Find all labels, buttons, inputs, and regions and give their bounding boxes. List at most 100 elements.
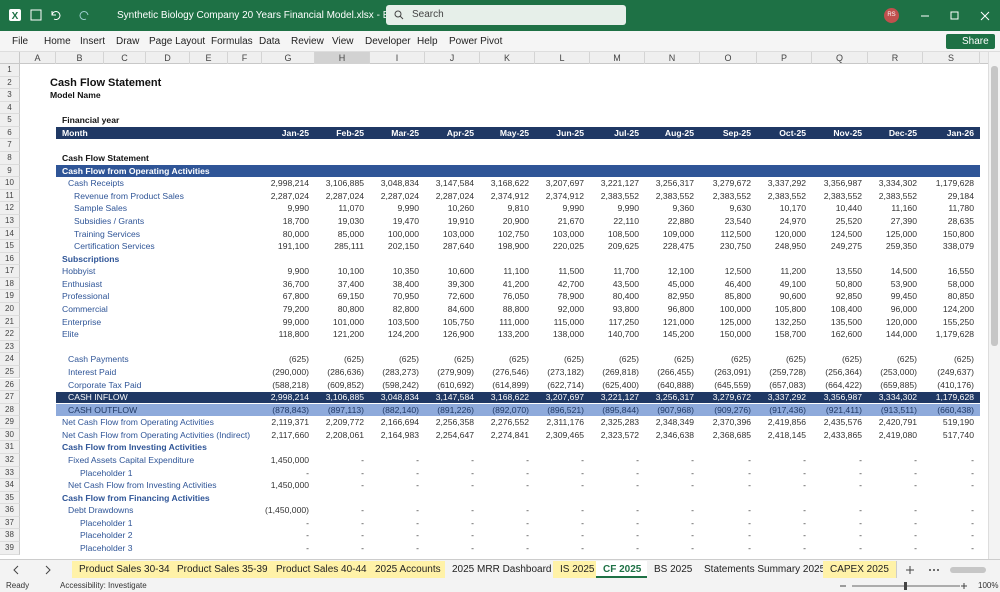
sheet-tab[interactable]: Product Sales 40-44	[269, 561, 375, 578]
row-label: Placeholder 2	[80, 529, 133, 542]
menu-item[interactable]: Help	[417, 36, 438, 47]
cell-value: (892,070)	[480, 404, 529, 417]
cell-value: -	[315, 454, 364, 467]
cell-value: 11,100	[480, 265, 529, 278]
cell-value: -	[590, 467, 639, 480]
cell-value: -	[425, 454, 474, 467]
share-button[interactable]: Share	[946, 34, 995, 49]
row-label: Cash Flow from Investing Activities	[62, 441, 207, 454]
quick-access[interactable]	[30, 9, 110, 22]
cell-value: -	[923, 517, 974, 530]
cell-value: (410,176)	[923, 379, 974, 392]
cell-value: (256,364)	[812, 366, 862, 379]
menu-item[interactable]: Home	[44, 36, 71, 47]
cell-value: 103,500	[370, 316, 419, 329]
sheet-tab[interactable]: 2025 Accounts	[368, 561, 449, 578]
row-number: 4	[0, 102, 20, 115]
window-controls[interactable]	[915, 10, 995, 22]
row-number: 10	[0, 177, 20, 190]
row-label: Revenue from Product Sales	[74, 190, 184, 203]
tab-nav[interactable]	[12, 565, 52, 575]
cell-value: -	[262, 542, 309, 555]
cell-value: 72,600	[425, 290, 474, 303]
cell-value: -	[425, 517, 474, 530]
cell-value: 100,000	[370, 228, 419, 241]
zoom-slider[interactable]	[830, 581, 970, 591]
accessibility-status[interactable]: Accessibility: Investigate	[60, 581, 147, 590]
cell-value: 338,079	[923, 240, 974, 253]
cell-value: 2,383,552	[590, 190, 639, 203]
row-label: Fixed Assets Capital Expenditure	[68, 454, 194, 467]
menu-item[interactable]: Draw	[116, 36, 139, 47]
cell-value: 2,325,283	[590, 416, 639, 429]
cell-value: -	[700, 529, 751, 542]
menu-item[interactable]: Developer	[365, 36, 411, 47]
menu-item[interactable]: Formulas	[211, 36, 253, 47]
cell-value: 80,850	[923, 290, 974, 303]
cell-value: 19,470	[370, 215, 419, 228]
cell-value: 2,311,176	[535, 416, 584, 429]
column-header: H	[315, 52, 370, 64]
cell-value: 124,200	[370, 328, 419, 341]
sheet-tab[interactable]: Statements Summary 2025	[697, 561, 833, 578]
cell-value: -	[757, 517, 806, 530]
cell-value: (279,909)	[425, 366, 474, 379]
column-header: I	[370, 52, 425, 64]
vertical-scrollbar[interactable]	[988, 52, 1000, 559]
sheet-tab[interactable]: CAPEX 2025	[823, 561, 897, 578]
cell-value: (625,400)	[590, 379, 639, 392]
menu-item[interactable]: View	[332, 36, 354, 47]
cell-value: 85,000	[315, 228, 364, 241]
menu-item[interactable]: Data	[259, 36, 280, 47]
column-header: L	[535, 52, 590, 64]
cell-value: -	[425, 504, 474, 517]
cell-value: 3,168,622	[480, 391, 529, 404]
cell-value: -	[425, 467, 474, 480]
cell-value: 3,207,697	[535, 391, 584, 404]
row-label: Cash Flow Statement	[62, 152, 149, 165]
menu-item[interactable]: Review	[291, 36, 324, 47]
cell-value: (625)	[480, 353, 529, 366]
row-number: 22	[0, 328, 20, 341]
cell-value: 2,287,024	[425, 190, 474, 203]
cell-value: 126,900	[425, 328, 474, 341]
cell-value: 3,334,302	[868, 177, 917, 190]
cell-value: -	[812, 467, 862, 480]
cell-value: -	[480, 504, 529, 517]
cell-value: 220,025	[535, 240, 584, 253]
search-box[interactable]: Search	[386, 5, 626, 25]
tab-tools[interactable]	[900, 564, 990, 576]
cell-value: -	[923, 479, 974, 492]
user-avatar[interactable]: RS	[884, 8, 899, 23]
cell-value: 2,256,358	[425, 416, 474, 429]
cell-value: 50,800	[812, 278, 862, 291]
cell-value: -	[315, 504, 364, 517]
menu-item[interactable]: Page Layout	[149, 36, 205, 47]
sheet-tab[interactable]: BS 2025	[647, 561, 700, 578]
cell-value: 115,000	[535, 316, 584, 329]
cell-value: (909,276)	[700, 404, 751, 417]
row-number: 9	[0, 165, 20, 178]
cell-value: 23,540	[700, 215, 751, 228]
cell-value: 2,419,856	[757, 416, 806, 429]
menu-item[interactable]: Insert	[80, 36, 105, 47]
column-header: S	[923, 52, 980, 64]
cell-value: 3,048,834	[370, 177, 419, 190]
sheet-tab[interactable]: Product Sales 35-39	[170, 561, 276, 578]
cell-value: 135,500	[812, 316, 862, 329]
cell-value: 2,276,552	[480, 416, 529, 429]
cell-value: -	[590, 479, 639, 492]
zoom-level[interactable]: 100%	[978, 581, 998, 590]
cell-value: 158,700	[757, 328, 806, 341]
sheet-tab[interactable]: Product Sales 30-34	[72, 561, 178, 578]
sheet-tab[interactable]: CF 2025	[596, 561, 649, 578]
sheet-tab[interactable]: 2025 MRR Dashboard	[445, 561, 560, 578]
menu-item[interactable]: File	[12, 36, 28, 47]
menu-item[interactable]: Power Pivot	[449, 36, 502, 47]
cell-value: 3,279,672	[700, 391, 751, 404]
cell-value: 120,000	[868, 316, 917, 329]
cell-value: 102,750	[480, 228, 529, 241]
cell-value: -	[262, 517, 309, 530]
cell-value: (598,242)	[370, 379, 419, 392]
cell-value: -	[480, 542, 529, 555]
